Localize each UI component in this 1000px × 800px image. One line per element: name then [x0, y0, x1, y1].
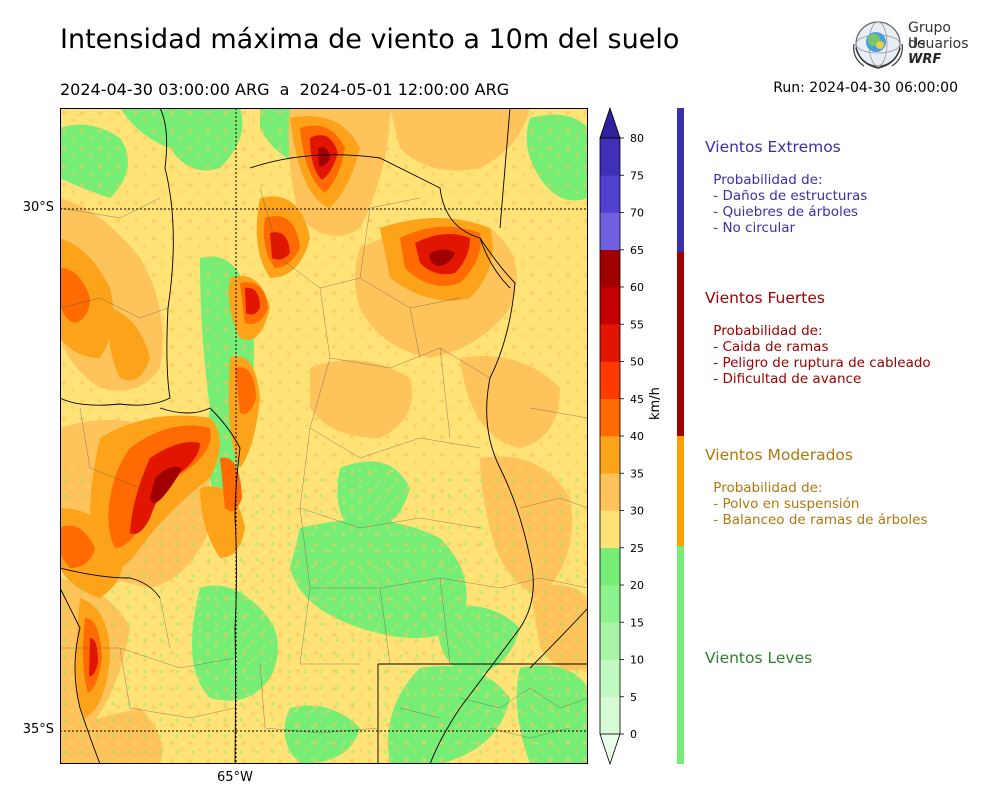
logo: Grupo de Usuarios WRF	[850, 18, 970, 74]
category-bar-strong	[677, 252, 684, 436]
globe-logo-icon	[853, 21, 903, 69]
colorbar: 0 5 10 15 20 25 30 35 40 45 50 55 60 65 70 75 80	[599, 106, 644, 766]
colorbar-tick-label: 70	[630, 207, 644, 220]
colorbar-tick-label: 60	[630, 281, 644, 294]
colorbar-segment	[600, 622, 620, 660]
category-bar-extreme	[677, 108, 684, 252]
colorbar-tick-label: 45	[630, 393, 644, 406]
map-frame	[60, 108, 588, 764]
colorbar-tick-label: 20	[630, 579, 644, 592]
colorbar-segment	[600, 361, 620, 400]
category-description-extreme: Probabilidad de: - Daños de estructuras …	[713, 172, 868, 236]
colorbar-tick-label: 50	[630, 356, 644, 369]
category-title-light: Vientos Leves	[705, 649, 813, 667]
category-title-strong: Vientos Fuertes	[705, 289, 825, 307]
lat-label-30s: 30°S	[22, 200, 54, 215]
category-title-extreme: Vientos Extremos	[705, 138, 841, 156]
colorbar-segment	[600, 138, 620, 176]
category-description-strong: Probabilidad de: - Caida de ramas - Peli…	[713, 323, 931, 387]
colorbar-segment	[600, 659, 620, 698]
logo-text-line3: WRF	[908, 52, 942, 67]
colorbar-extend-low	[599, 733, 621, 766]
department-boundaries	[60, 187, 588, 739]
colorbar-segment	[600, 696, 620, 735]
colorbar-tick-label: 80	[630, 132, 644, 145]
colorbar-segment	[600, 324, 620, 362]
wind-area-severe	[150, 147, 455, 503]
colorbar-tick-label: 10	[630, 654, 644, 667]
category-bar-moderate	[677, 436, 684, 546]
lon-label-65w: 65°W	[217, 770, 253, 785]
colorbar-segment	[600, 547, 620, 586]
colorbar-extend-high	[599, 106, 621, 139]
category-title-moderate: Vientos Moderados	[705, 446, 853, 464]
run-time: Run: 2024-04-30 06:00:00	[773, 80, 958, 96]
graticule	[60, 108, 588, 764]
category-bar-light	[677, 546, 684, 764]
category-description-moderate: Probabilidad de: - Polvo en suspensión -…	[713, 480, 928, 528]
wind-map	[60, 108, 588, 764]
colorbar-segment	[600, 473, 620, 511]
colorbar-segment	[600, 398, 620, 437]
colorbar-segment	[600, 510, 620, 549]
colorbar-unit-label: km/h	[648, 387, 663, 420]
province-boundaries	[60, 108, 588, 764]
colorbar-tick-label: 55	[630, 318, 644, 331]
colorbar-segment	[600, 175, 620, 213]
logo-text-line1: Grupo de	[908, 20, 951, 52]
colorbar-tick-label: 35	[630, 467, 644, 480]
colorbar-tick-label: 0	[630, 728, 637, 741]
lat-label-35s: 35°S	[22, 722, 54, 737]
category-color-bar	[677, 108, 684, 764]
colorbar-tick-label: 30	[630, 505, 644, 518]
colorbar-tick-label: 25	[630, 542, 644, 555]
colorbar-tick-label: 65	[630, 244, 644, 257]
map-title: Intensidad máxima de viento a 10m del su…	[60, 24, 680, 55]
colorbar-tick-label: 40	[630, 430, 644, 443]
colorbar-segment	[600, 212, 620, 251]
colorbar-tick-label: 75	[630, 169, 644, 182]
colorbar-segment	[600, 287, 620, 325]
colorbar-tick-label: 15	[630, 616, 644, 629]
logo-text-line2: Usuarios	[908, 36, 969, 52]
colorbar-tick-label: 5	[630, 691, 637, 704]
colorbar-segment	[600, 249, 620, 288]
colorbar-segment	[600, 436, 620, 474]
forecast-period: 2024-04-30 03:00:00 ARG a 2024-05-01 12:…	[60, 80, 510, 99]
colorbar-segment	[600, 585, 620, 623]
